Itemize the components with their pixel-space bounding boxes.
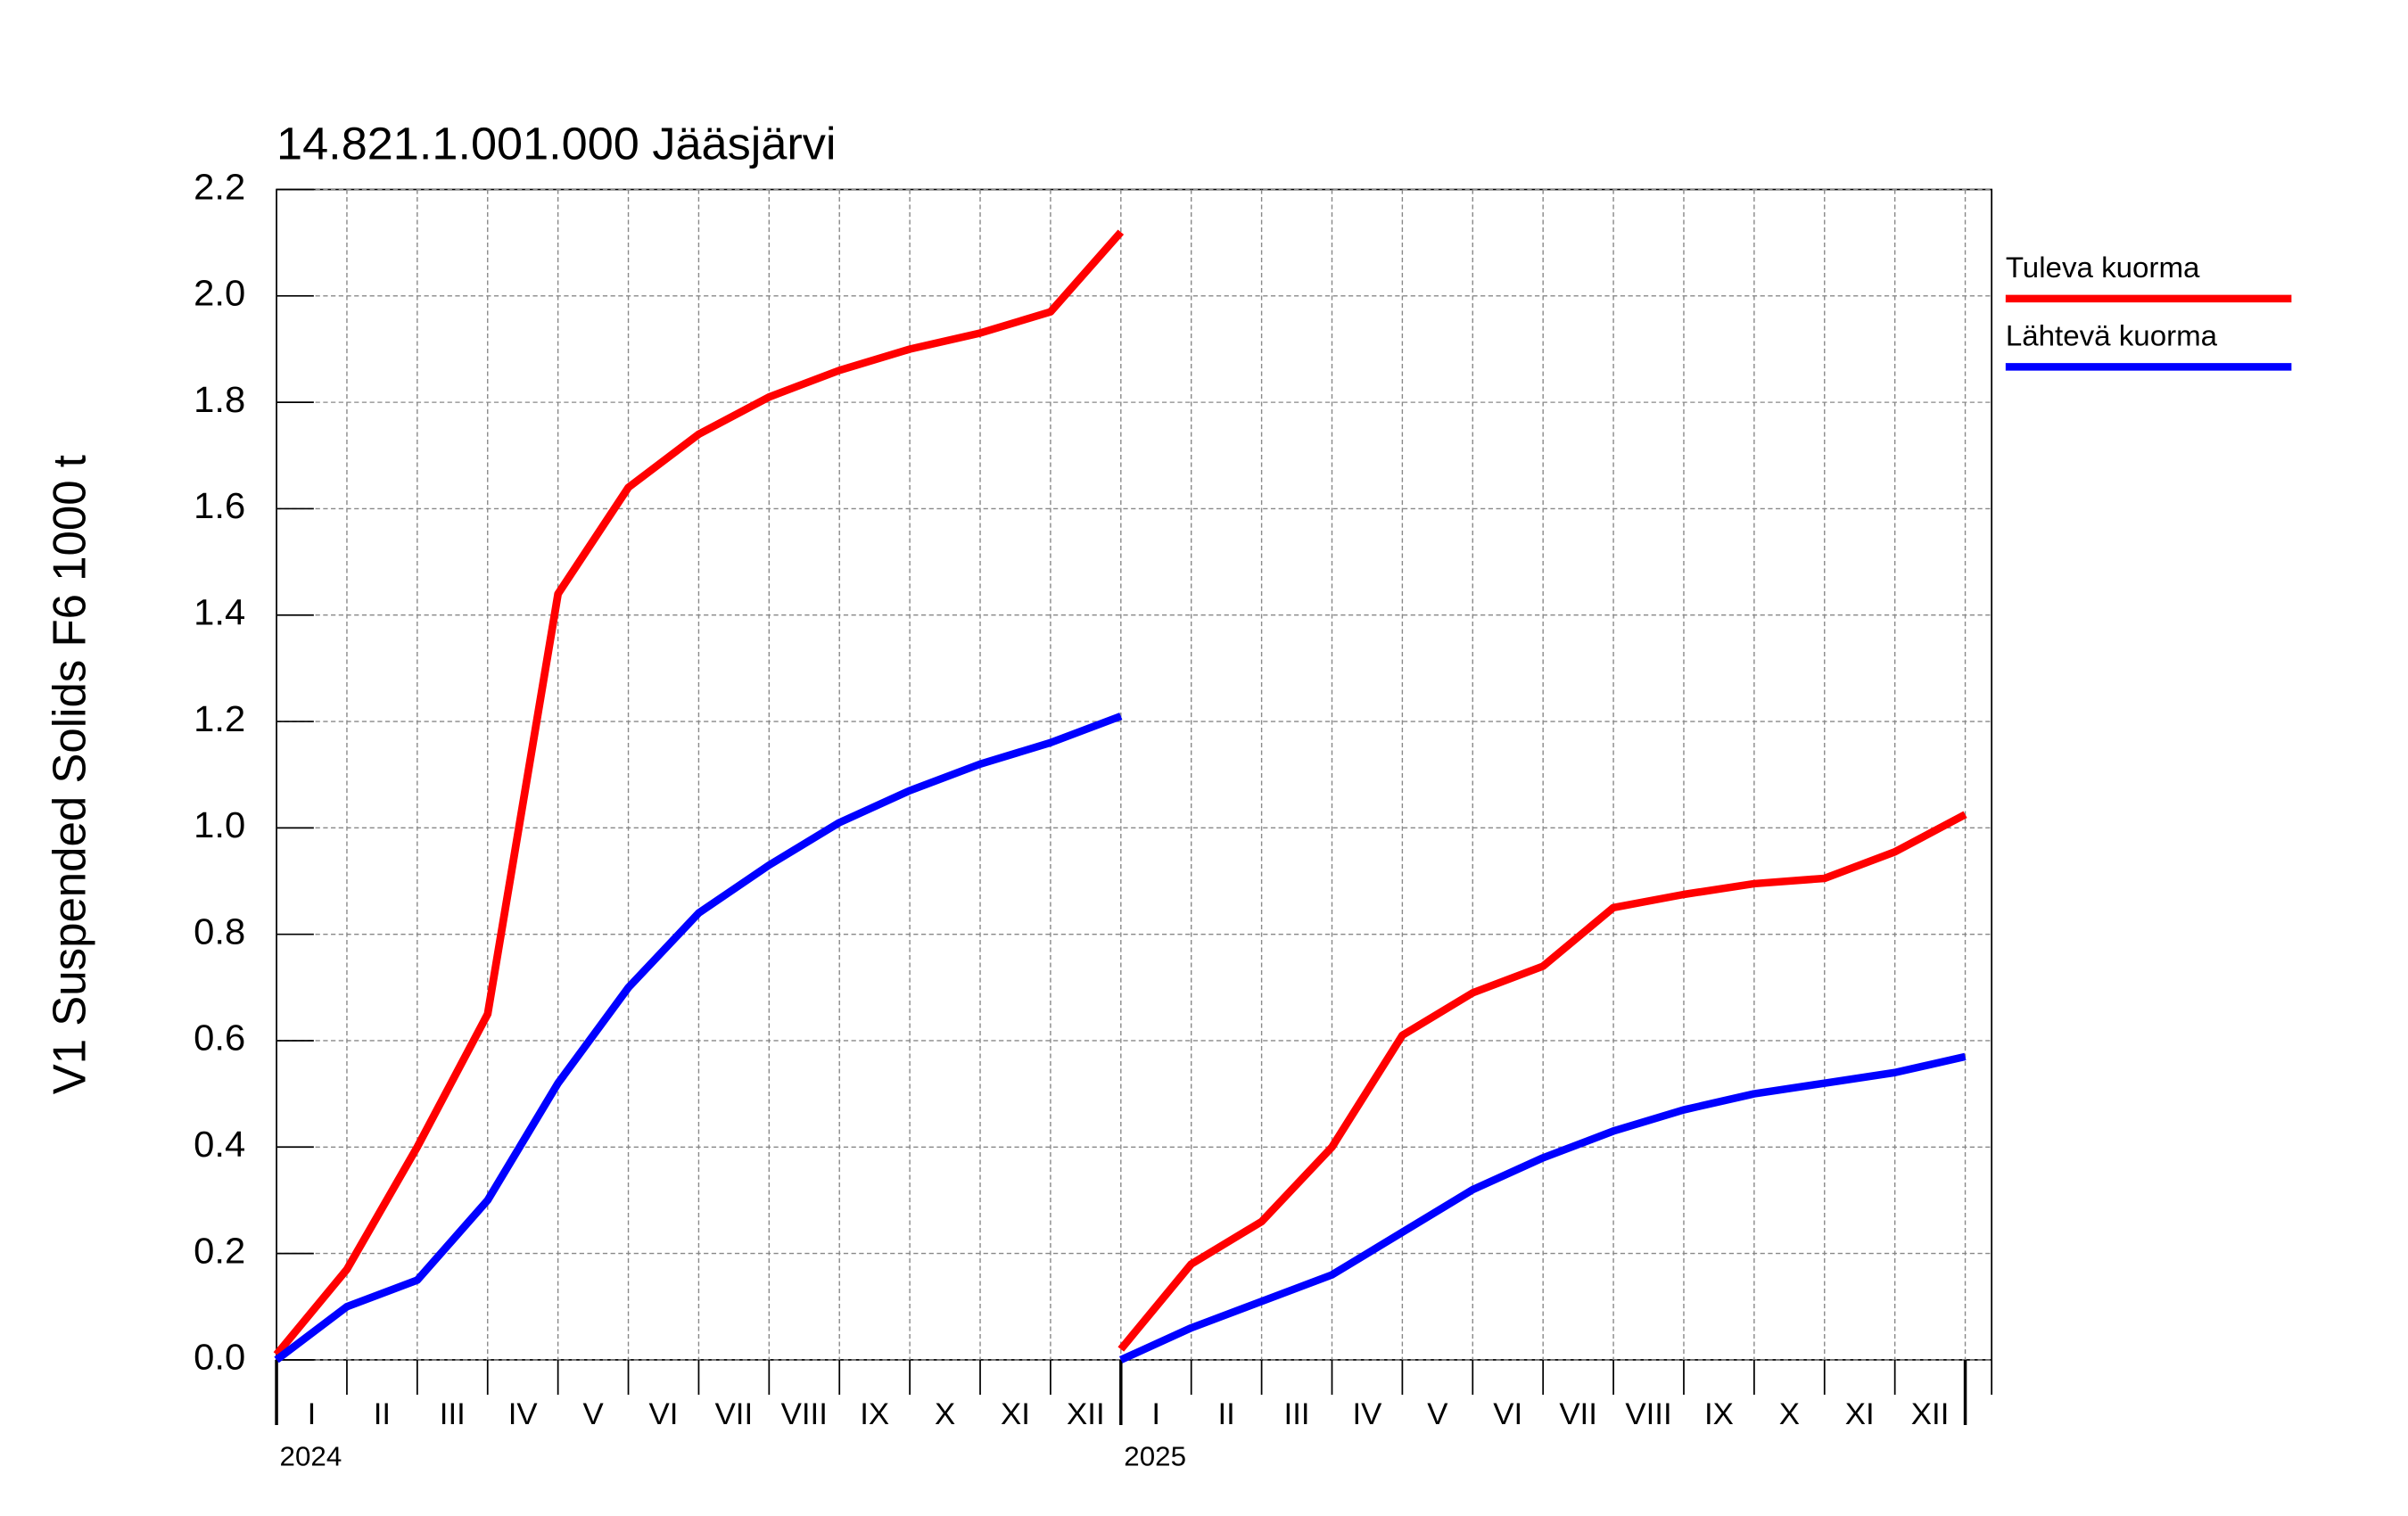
month-label: IX bbox=[1704, 1397, 1734, 1431]
month-label: XI bbox=[1845, 1397, 1875, 1431]
y-tick-label: 1.4 bbox=[194, 592, 245, 632]
y-tick-label: 1.8 bbox=[194, 379, 245, 419]
legend-label: Tuleva kuorma bbox=[2006, 251, 2200, 284]
chart-title: 14.821.1.001.000 Jääsjärvi bbox=[276, 118, 836, 169]
legend-label: Lähtevä kuorma bbox=[2006, 319, 2218, 352]
month-label: II bbox=[1217, 1397, 1234, 1431]
month-label: V bbox=[1427, 1397, 1447, 1431]
y-tick-label: 1.6 bbox=[194, 486, 245, 526]
y-tick-label: 1.2 bbox=[194, 698, 245, 738]
y-tick-label: 1.0 bbox=[194, 805, 245, 845]
plot-frame bbox=[276, 188, 1993, 1361]
month-label: IX bbox=[860, 1397, 889, 1431]
y-tick-label: 2.2 bbox=[194, 167, 245, 207]
month-label: I bbox=[308, 1397, 317, 1431]
year-label: 2025 bbox=[1124, 1441, 1186, 1472]
month-label: VII bbox=[1559, 1397, 1597, 1431]
month-label: VIII bbox=[1625, 1397, 1671, 1431]
year-label: 2024 bbox=[280, 1441, 342, 1472]
month-label: VIII bbox=[781, 1397, 828, 1431]
month-label: VI bbox=[1493, 1397, 1522, 1431]
series-line bbox=[274, 713, 1967, 1364]
y-tick-label: 2.0 bbox=[194, 273, 245, 313]
month-label: VI bbox=[649, 1397, 679, 1431]
month-label: X bbox=[1779, 1397, 1800, 1431]
y-tick-label: 0.6 bbox=[194, 1018, 245, 1058]
series-line bbox=[273, 229, 1967, 1357]
month-label: XII bbox=[1067, 1397, 1105, 1431]
month-label: III bbox=[1284, 1397, 1310, 1431]
month-label: V bbox=[582, 1397, 603, 1431]
month-label: II bbox=[374, 1397, 391, 1431]
month-label: XII bbox=[1911, 1397, 1950, 1431]
y-tick-label: 0.4 bbox=[194, 1125, 245, 1165]
month-label: XI bbox=[1001, 1397, 1030, 1431]
y-axis-label: V1 Suspended Solids F6 1000 t bbox=[43, 455, 95, 1094]
y-tick-label: 0.2 bbox=[194, 1231, 245, 1271]
month-label: III bbox=[440, 1397, 466, 1431]
y-tick-label: 0.0 bbox=[194, 1337, 245, 1377]
month-label: VII bbox=[715, 1397, 754, 1431]
y-tick-label: 0.8 bbox=[194, 911, 245, 952]
month-label: IV bbox=[508, 1397, 538, 1431]
month-label: I bbox=[1151, 1397, 1160, 1431]
month-label: IV bbox=[1352, 1397, 1381, 1431]
month-label: X bbox=[935, 1397, 955, 1431]
